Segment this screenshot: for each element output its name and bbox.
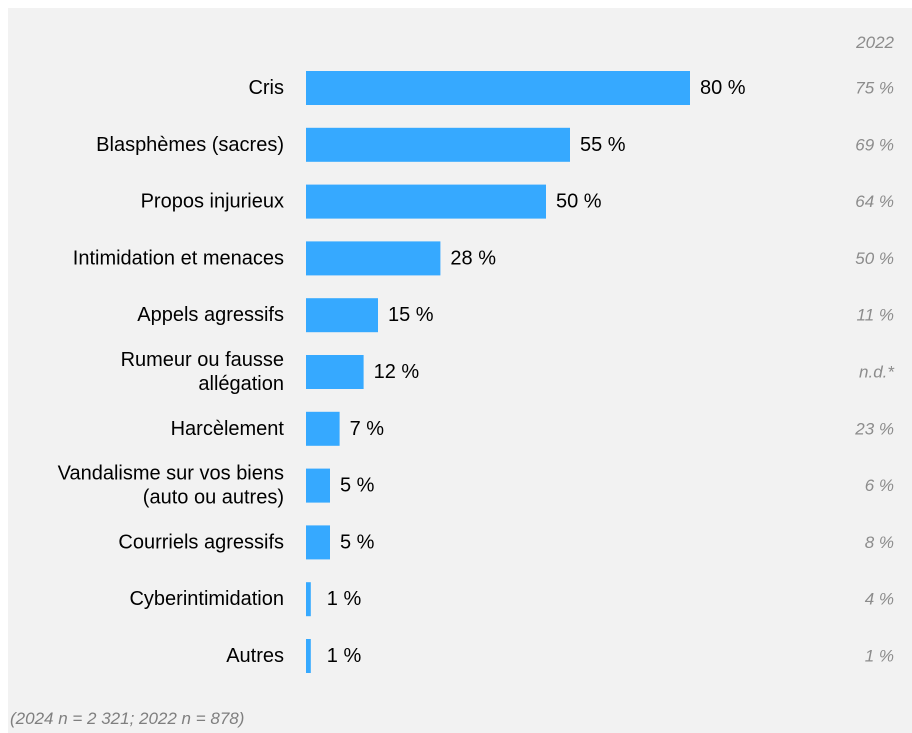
comparison-label: 75 % [855, 79, 894, 98]
comparison-label: 23 % [854, 419, 894, 438]
value-label: 80 % [700, 77, 746, 99]
bar-8 [306, 525, 330, 560]
bar-1 [306, 127, 570, 162]
value-label: 1 % [327, 645, 362, 667]
comparison-year-header: 2022 [855, 33, 894, 52]
category-label: Propos injurieux [141, 191, 284, 213]
category-label: Cyberintimidation [129, 588, 284, 610]
comparison-label: n.d.* [859, 363, 895, 382]
category-label: Appels agressifs [137, 304, 284, 326]
value-label: 7 % [350, 418, 385, 440]
category-label: Courriels agressifs [118, 531, 284, 553]
value-label: 1 % [327, 588, 362, 610]
bar-6 [306, 411, 340, 446]
sample-size-footnote: (2024 n = 2 321; 2022 n = 878) [10, 709, 245, 728]
value-label: 5 % [340, 531, 375, 553]
bar-5 [306, 355, 364, 389]
category-label: Intimidation et menaces [73, 247, 284, 269]
category-label: Autres [226, 645, 284, 667]
bar-7 [306, 468, 330, 503]
comparison-label: 4 % [865, 590, 894, 609]
value-label: 55 % [580, 134, 626, 156]
bar-3 [306, 241, 441, 276]
comparison-label: 69 % [855, 135, 894, 154]
comparison-label: 11 % [857, 306, 895, 325]
bar-0 [306, 71, 690, 105]
bar-4 [306, 298, 378, 333]
value-label: 15 % [388, 304, 434, 326]
category-label: Rumeur ou fausse [121, 349, 284, 371]
comparison-label: 64 % [855, 192, 894, 211]
value-label: 50 % [556, 191, 602, 213]
category-label: Harcèlement [171, 418, 285, 440]
comparison-label: 6 % [865, 476, 894, 495]
bar-9 [306, 582, 311, 617]
comparison-label: 50 % [855, 249, 894, 268]
value-label: 28 % [450, 247, 496, 269]
category-label: Vandalisme sur vos biens [58, 463, 284, 485]
bar-10 [306, 639, 311, 673]
category-label: Cris [248, 77, 284, 99]
category-label: allégation [198, 373, 284, 395]
value-label: 5 % [340, 475, 375, 497]
value-label: 12 % [374, 361, 420, 383]
comparison-label: 8 % [865, 533, 894, 552]
comparison-label: 1 % [865, 647, 894, 666]
category-label: Blasphèmes (sacres) [96, 134, 284, 156]
category-label: (auto ou autres) [143, 487, 284, 509]
bar-2 [306, 184, 546, 219]
